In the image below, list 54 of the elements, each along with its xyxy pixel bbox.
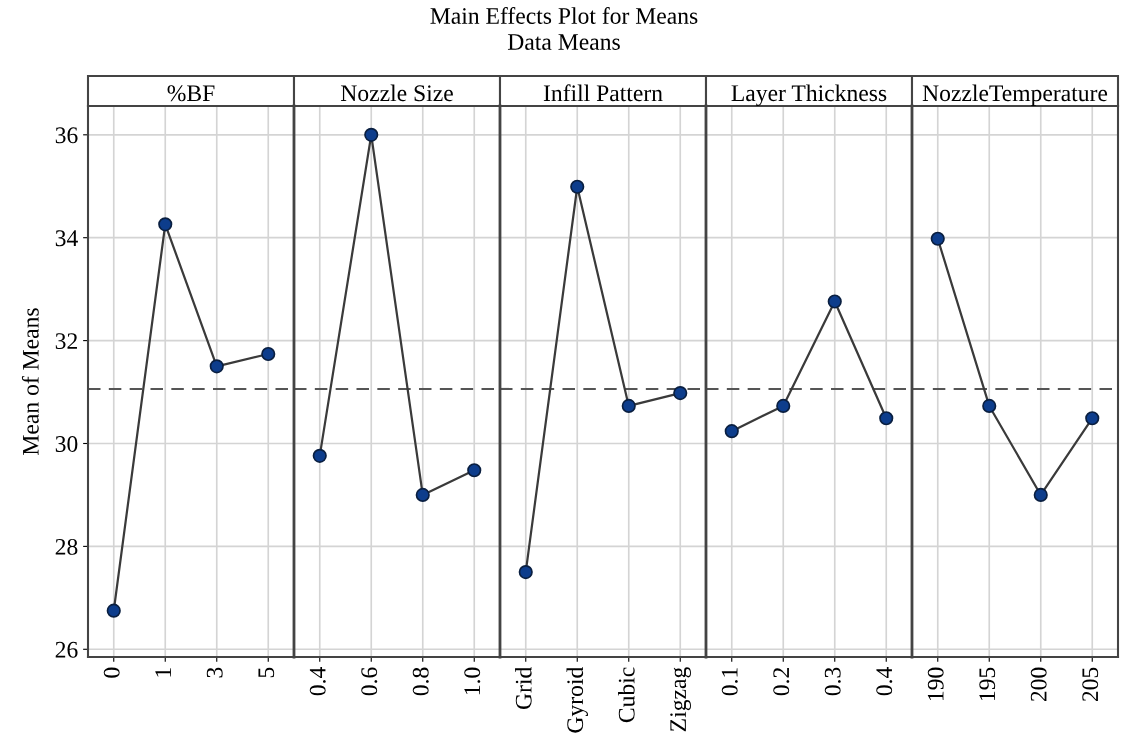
chart-title: Infill Pattern bbox=[543, 84, 663, 102]
x-tick-label: Gyroid bbox=[566, 667, 588, 733]
y-tick-label: 36 bbox=[55, 127, 78, 144]
y-tick-label: 34 bbox=[55, 230, 78, 247]
text: Data Means bbox=[507, 34, 620, 50]
x-tick-label: 3 bbox=[206, 667, 223, 678]
x-tick-label: 195 bbox=[979, 667, 996, 701]
x-tick-label: 200 bbox=[1030, 667, 1047, 702]
point bbox=[1033, 487, 1048, 503]
x-tick-label: 0 bbox=[103, 667, 120, 678]
y-tick-label: 28 bbox=[55, 538, 78, 555]
chart-title: %BF bbox=[167, 85, 215, 102]
chart-title: NozzleTemperature bbox=[922, 84, 1108, 106]
point bbox=[209, 359, 224, 374]
x-tick-label: 190 bbox=[927, 667, 944, 701]
x-tick-label: 0.4 bbox=[309, 667, 326, 696]
x-tick-label: 0.2 bbox=[773, 668, 790, 696]
y-axis-title: Mean of Means bbox=[21, 308, 39, 455]
point bbox=[364, 127, 379, 142]
point bbox=[415, 487, 430, 503]
chart-title: Nozzle Size bbox=[340, 84, 453, 102]
point bbox=[312, 448, 327, 463]
point bbox=[570, 179, 585, 194]
x-tick-label: 1 bbox=[155, 668, 171, 677]
x-tick-label: 0.6 bbox=[361, 667, 378, 696]
x-tick-label: Zigzag bbox=[670, 667, 691, 732]
y-tick-label: 26 bbox=[55, 641, 78, 658]
x-tick-label: Cubic bbox=[618, 667, 635, 723]
text: Main Effects Plot for Means bbox=[430, 7, 698, 24]
point bbox=[673, 385, 688, 401]
x-tick-label: 0.1 bbox=[721, 668, 738, 696]
x-tick-label: 0.8 bbox=[412, 667, 429, 696]
point bbox=[467, 463, 482, 478]
point bbox=[518, 565, 533, 580]
point bbox=[982, 398, 997, 414]
point bbox=[930, 231, 945, 246]
point bbox=[724, 424, 739, 439]
x-tick-label: 1.0 bbox=[464, 667, 481, 695]
chart-title: Layer Thickness bbox=[731, 84, 887, 106]
x-tick-label: 205 bbox=[1082, 667, 1099, 702]
y-tick-label: 30 bbox=[55, 435, 78, 452]
point bbox=[158, 217, 173, 232]
x-tick-label: Grid bbox=[515, 667, 532, 710]
point bbox=[827, 294, 842, 309]
point bbox=[106, 603, 121, 618]
point bbox=[879, 411, 894, 426]
point bbox=[776, 398, 791, 414]
point bbox=[621, 398, 636, 414]
point bbox=[261, 346, 276, 362]
x-tick-label: 0.4 bbox=[876, 667, 893, 696]
x-tick-label: 5 bbox=[258, 667, 275, 678]
y-tick-label: 32 bbox=[55, 333, 77, 350]
x-tick-label: 0.3 bbox=[824, 667, 841, 696]
point bbox=[1085, 411, 1100, 426]
